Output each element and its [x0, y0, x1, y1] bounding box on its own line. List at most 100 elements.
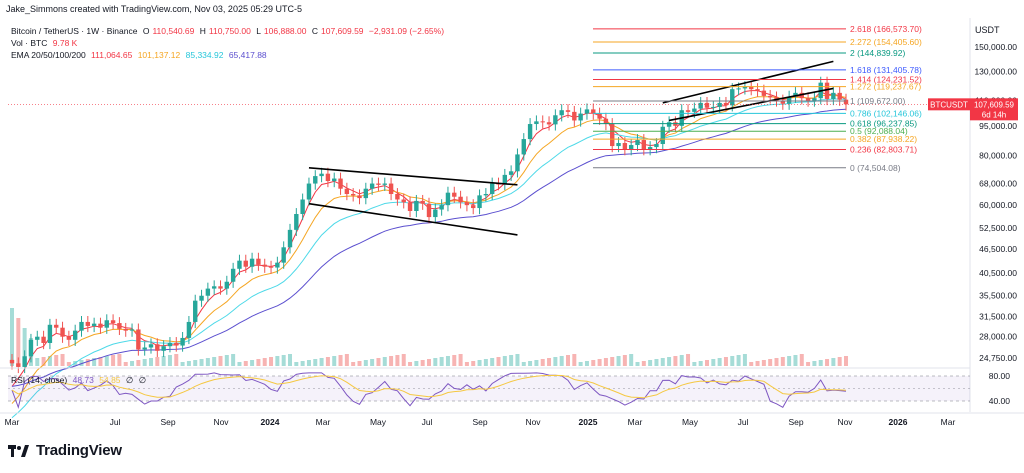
volume-bar [47, 356, 52, 366]
volume-bar [641, 361, 646, 366]
candle-body [306, 183, 312, 200]
price-tick-label: 130,000.00 [974, 67, 1017, 77]
candle-body [313, 176, 318, 184]
fib-level-label: 0.618 (96,237.85) [850, 119, 917, 129]
candle-body [477, 195, 482, 209]
candle-body [717, 102, 722, 107]
candle-body [546, 122, 552, 125]
volume-bar [622, 355, 627, 366]
volume-bar [483, 359, 488, 366]
volume-bar [111, 355, 116, 366]
volume-bar [332, 356, 337, 366]
volume-bar [603, 358, 608, 366]
volume-bar [205, 358, 210, 366]
time-axis-label: 2025 [579, 417, 598, 427]
fib-level-label: 0.382 (87,938.22) [850, 134, 917, 144]
volume-bar [553, 357, 558, 366]
volume-bar [692, 362, 697, 366]
volume-bar [262, 358, 267, 366]
volume-bar [755, 361, 760, 366]
volume-bar [686, 354, 691, 366]
volume-bar [711, 359, 716, 366]
volume-bar [98, 357, 103, 366]
volume-legend: Vol · BTC 9.78 K [11, 38, 78, 48]
candle-body [805, 98, 811, 101]
time-axis-label: Nov [525, 417, 541, 427]
volume-bar [382, 357, 387, 366]
volume-bar [806, 362, 811, 366]
price-tick-label: 150,000.00 [974, 42, 1017, 52]
volume-bar [155, 357, 160, 366]
volume-bar [41, 357, 46, 366]
volume-bar [92, 358, 97, 366]
candle-body [426, 203, 432, 218]
volume-bar [414, 361, 419, 366]
rsi-legend: RSI (14, close) 48.73 54.85 ∅ ∅ [11, 375, 147, 385]
volume-bar [22, 328, 27, 366]
volume-bar [679, 355, 684, 366]
candle-body [622, 143, 628, 150]
volume-bar [325, 357, 330, 366]
volume-bar [831, 358, 836, 366]
volume-bar [224, 355, 229, 366]
tradingview-logo-icon [8, 444, 29, 457]
volume-bar [16, 318, 21, 366]
volume-bar [635, 362, 640, 366]
volume-bar [818, 360, 823, 366]
candle-body [736, 88, 741, 90]
candle-body [471, 205, 476, 209]
volume-bar [780, 357, 785, 366]
volume-bar [344, 354, 349, 366]
candle-body [129, 329, 135, 331]
volume-bar [660, 358, 665, 366]
volume-bar [161, 356, 166, 366]
symbol-tag-label: BTCUSDT [930, 100, 968, 109]
candle-body [344, 188, 350, 195]
volume-bar [420, 360, 425, 366]
volume-bar [648, 360, 653, 366]
candle-body [237, 260, 242, 269]
volume-bar [597, 359, 602, 366]
channel-lower-trendline [668, 87, 834, 122]
volume-bar [566, 355, 570, 366]
volume-bar [705, 360, 709, 366]
volume-bar [509, 355, 514, 366]
candle-body [205, 288, 211, 296]
volume-bar [515, 354, 520, 366]
volume-bar [723, 357, 728, 366]
tradingview-wordmark: TradingView [36, 442, 122, 459]
volume-bar [496, 357, 501, 366]
rsi-line [11, 372, 847, 410]
candle-body [698, 102, 703, 109]
candle-body [325, 173, 331, 182]
price-tag-value: 107,609.59 [974, 100, 1015, 109]
candle-body [35, 336, 40, 340]
time-axis-label: Jul [110, 417, 121, 427]
volume-bar [528, 361, 533, 366]
candle-body [79, 321, 84, 331]
candle-body [780, 100, 786, 104]
volume-bar [66, 362, 71, 366]
volume-bar [199, 359, 204, 366]
volume-bar [812, 361, 817, 366]
fib-level-label: 1 (109,672.00) [850, 96, 905, 106]
time-axis-label: Jul [422, 417, 433, 427]
tradingview-logo: TradingView [8, 442, 122, 459]
candle-body [300, 199, 305, 215]
channel-upper-trendline [662, 60, 834, 104]
volume-bar [477, 360, 482, 366]
time-axis-label: Nov [837, 417, 853, 427]
price-tick-label: 46,500.00 [979, 244, 1017, 254]
candle-body [641, 140, 647, 150]
candle-body [9, 359, 15, 364]
price-tick-label: 68,000.00 [979, 179, 1017, 189]
candle-body [749, 86, 754, 90]
rsi-tick-label: 80.00 [989, 371, 1011, 381]
candle-body [742, 86, 748, 89]
time-axis-label: Nov [213, 417, 229, 427]
volume-bar [490, 358, 495, 366]
volume-bar [578, 362, 583, 366]
candle-body [136, 329, 141, 350]
